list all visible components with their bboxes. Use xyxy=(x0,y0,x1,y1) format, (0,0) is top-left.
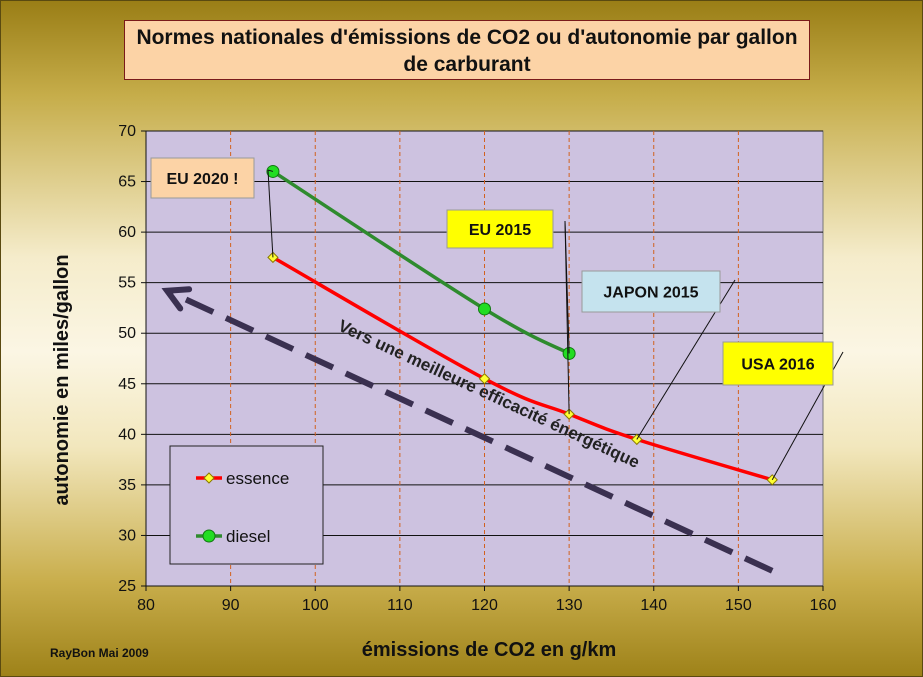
y-tick-label: 70 xyxy=(118,123,136,140)
arrow-head xyxy=(161,286,193,312)
callout-box xyxy=(722,341,834,386)
callout-label: EU 2020 ! xyxy=(166,171,238,188)
data-point-essence xyxy=(478,373,491,385)
arrow-shaft xyxy=(165,288,774,574)
y-tick-label: 65 xyxy=(118,174,136,191)
series-line-diesel xyxy=(271,169,570,355)
x-tick-label: 100 xyxy=(302,597,329,614)
x-tick-label: 110 xyxy=(387,597,413,614)
x-axis-title: émissions de CO2 en g/km xyxy=(362,639,617,661)
legend: essence diesel xyxy=(169,445,324,565)
y-tick-label: 25 xyxy=(118,578,136,595)
callout-leader xyxy=(267,169,274,172)
credit-text: RayBon Mai 2009 xyxy=(50,646,149,660)
data-point-diesel xyxy=(478,302,491,316)
y-tick-label: 55 xyxy=(118,275,136,292)
x-tick-label: 150 xyxy=(725,597,752,614)
x-tick-label: 130 xyxy=(556,597,583,614)
y-tick-label: 60 xyxy=(118,224,136,241)
callout-box xyxy=(581,270,721,313)
legend-label-essence: essence xyxy=(226,469,289,488)
callout-label: EU 2015 xyxy=(469,222,531,239)
legend-marker-essence xyxy=(203,472,215,484)
x-tick-label: 80 xyxy=(137,597,155,614)
y-tick-label: 35 xyxy=(118,477,136,494)
chart-title: Normes nationales d'émissions de CO2 ou … xyxy=(124,20,810,80)
y-tick-label: 50 xyxy=(118,325,136,342)
axes: 25 30 35 40 45 50 55 60 65 70 80 90 100 110 120 130 140 1… xyxy=(118,123,836,614)
callout-leader xyxy=(267,169,274,258)
y-tick-label: 45 xyxy=(118,376,136,393)
y-tick-label: 30 xyxy=(118,527,136,544)
callout-box xyxy=(446,209,554,249)
x-tick-label: 120 xyxy=(471,597,498,614)
callout-box xyxy=(150,157,255,199)
callouts: EU 2020 ! EU 2015 JAPON 2015 USA 2016 xyxy=(150,157,844,481)
x-tick-label: 90 xyxy=(222,597,240,614)
callout-label: USA 2016 xyxy=(741,357,814,374)
callout-label: JAPON 2015 xyxy=(603,285,698,302)
x-tick-label: 160 xyxy=(810,597,837,614)
series-line-essence xyxy=(272,255,773,482)
x-tick-label: 140 xyxy=(640,597,667,614)
legend-label-diesel: diesel xyxy=(226,527,270,546)
callout-leader xyxy=(564,220,570,415)
y-tick-label: 40 xyxy=(118,426,136,443)
legend-marker-diesel xyxy=(202,529,216,543)
y-axis-title: autonomie en miles/gallon xyxy=(51,254,73,505)
legend-box xyxy=(169,445,324,565)
